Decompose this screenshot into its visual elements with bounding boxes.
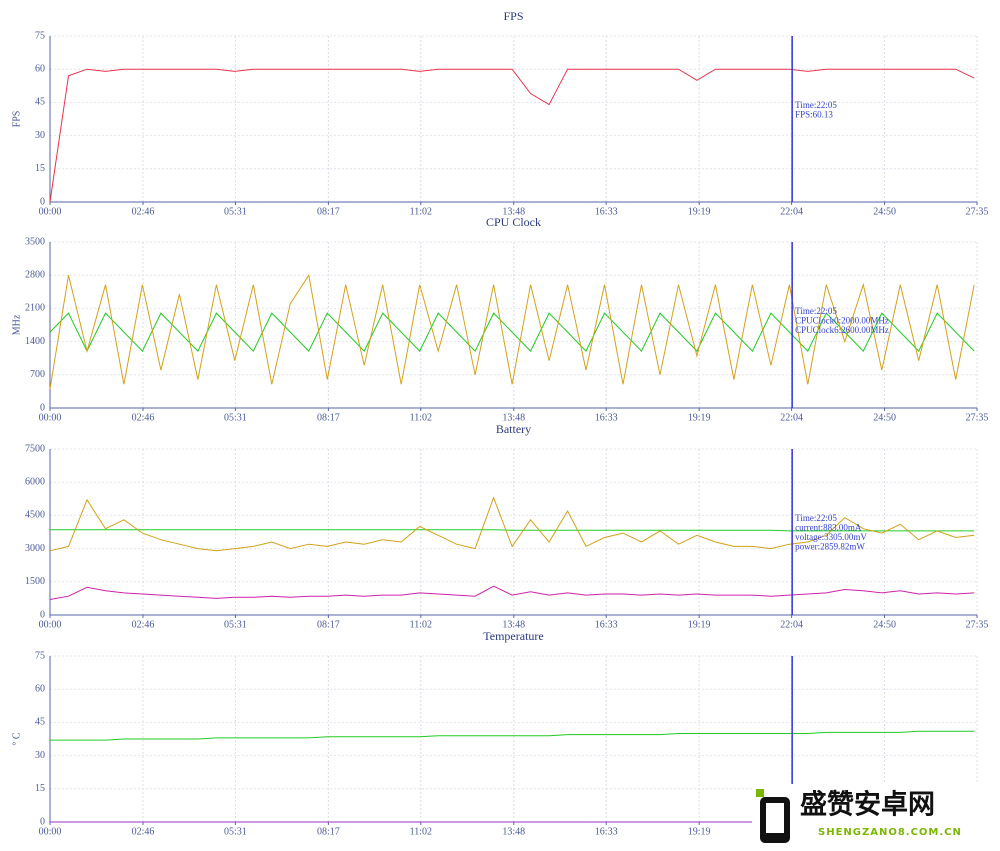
x-tick-label: 27:35 — [966, 619, 989, 630]
chart-title: FPS — [503, 9, 523, 23]
x-tick-label: 22:04 — [780, 619, 803, 630]
chart-title: Battery — [496, 422, 531, 436]
series-line — [49, 312, 975, 353]
x-tick-label: 19:19 — [688, 826, 711, 837]
x-tick-label: 11:02 — [410, 826, 432, 837]
x-tick-label: 16:33 — [595, 412, 618, 423]
x-tick-label: 08:17 — [317, 412, 340, 423]
x-tick-label: 24:50 — [873, 412, 896, 423]
y-tick-label: 0 — [40, 196, 45, 207]
y-tick-label: 45 — [35, 717, 45, 728]
x-tick-label: 05:31 — [224, 412, 247, 423]
x-tick-label: 05:31 — [224, 206, 247, 217]
tooltip-text: CPUClock0:2000.00MHz — [795, 316, 889, 326]
x-tick-label: 27:35 — [966, 206, 989, 217]
phone-screen — [766, 803, 784, 833]
y-tick-label: 45 — [35, 97, 45, 108]
x-tick-label: 11:02 — [410, 206, 432, 217]
x-tick-label: 02:46 — [132, 412, 155, 423]
tooltip-text: Time:22:05 — [795, 100, 837, 110]
series-line — [49, 273, 975, 390]
chart-title: Temperature — [483, 629, 543, 643]
x-tick-label: 13:48 — [502, 206, 525, 217]
x-tick-label: 00:00 — [39, 206, 62, 217]
x-tick-label: 08:17 — [317, 826, 340, 837]
y-tick-label: 7500 — [25, 443, 45, 454]
series-line — [50, 529, 975, 532]
y-tick-label: 3000 — [25, 543, 45, 554]
x-tick-label: 22:04 — [780, 206, 803, 217]
x-tick-label: 24:50 — [873, 619, 896, 630]
x-tick-label: 16:33 — [595, 826, 618, 837]
watermark: 盛赞安卓网 SHENGZANO8.COM.CN — [752, 784, 1000, 846]
icon-square — [756, 789, 764, 797]
series-line — [49, 68, 975, 203]
y-tick-label: 3500 — [25, 236, 45, 247]
y-tick-label: 1400 — [25, 336, 45, 347]
x-tick-label: 19:19 — [688, 412, 711, 423]
x-tick-label: 05:31 — [224, 619, 247, 630]
x-tick-label: 00:00 — [39, 619, 62, 630]
tooltip-text: power:2859.82mW — [795, 542, 865, 552]
tooltip-text: FPS:60.13 — [795, 110, 833, 120]
y-tick-label: 0 — [40, 609, 45, 620]
y-tick-label: 60 — [35, 683, 45, 694]
series-line — [49, 496, 975, 552]
x-tick-label: 02:46 — [132, 206, 155, 217]
tooltip-text: current:883.00mA — [795, 523, 862, 533]
x-tick-label: 13:48 — [502, 412, 525, 423]
y-tick-label: 75 — [35, 650, 45, 661]
x-tick-label: 02:46 — [132, 619, 155, 630]
x-tick-label: 11:02 — [410, 412, 432, 423]
y-tick-label: 2800 — [25, 269, 45, 280]
x-tick-label: 24:50 — [873, 206, 896, 217]
series-line — [50, 730, 975, 741]
tooltip-text: Time:22:05 — [795, 513, 837, 523]
y-tick-label: 700 — [30, 369, 45, 380]
y-axis-label: FPS — [11, 111, 22, 128]
watermark-name: 盛赞安卓网 — [800, 790, 935, 821]
x-tick-label: 00:00 — [39, 826, 62, 837]
x-tick-label: 16:33 — [595, 206, 618, 217]
y-tick-label: 0 — [40, 402, 45, 413]
tooltip-text: CPUClock6:2600.00MHz — [795, 325, 889, 335]
series-line — [49, 585, 975, 600]
y-tick-label: 30 — [35, 750, 45, 761]
x-tick-label: 19:19 — [688, 206, 711, 217]
x-tick-label: 00:00 — [39, 412, 62, 423]
x-tick-label: 11:02 — [410, 619, 432, 630]
x-tick-label: 19:19 — [688, 619, 711, 630]
y-tick-label: 15 — [35, 783, 45, 794]
x-tick-label: 02:46 — [132, 826, 155, 837]
x-tick-label: 27:35 — [966, 412, 989, 423]
x-tick-label: 05:31 — [224, 826, 247, 837]
x-tick-label: 08:17 — [317, 206, 340, 217]
x-tick-label: 13:48 — [502, 826, 525, 837]
tooltip-text: Time:22:05 — [795, 306, 837, 316]
x-tick-label: 13:48 — [502, 619, 525, 630]
y-tick-label: 1500 — [25, 576, 45, 587]
x-tick-label: 22:04 — [780, 412, 803, 423]
y-axis-label: ° C — [11, 732, 22, 745]
y-tick-label: 4500 — [25, 510, 45, 521]
chart-title: CPU Clock — [486, 215, 541, 229]
y-tick-label: 75 — [35, 30, 45, 41]
y-tick-label: 2100 — [25, 303, 45, 314]
watermark-bg — [752, 784, 1000, 846]
x-tick-label: 08:17 — [317, 619, 340, 630]
y-tick-label: 30 — [35, 130, 45, 141]
y-tick-label: 6000 — [25, 476, 45, 487]
y-tick-label: 0 — [40, 816, 45, 827]
y-axis-label: MHz — [11, 314, 22, 335]
watermark-url: SHENGZANO8.COM.CN — [818, 827, 962, 838]
tooltip-text: voltage:3305.00mV — [795, 532, 867, 542]
x-tick-label: 16:33 — [595, 619, 618, 630]
y-tick-label: 60 — [35, 63, 45, 74]
y-tick-label: 15 — [35, 163, 45, 174]
